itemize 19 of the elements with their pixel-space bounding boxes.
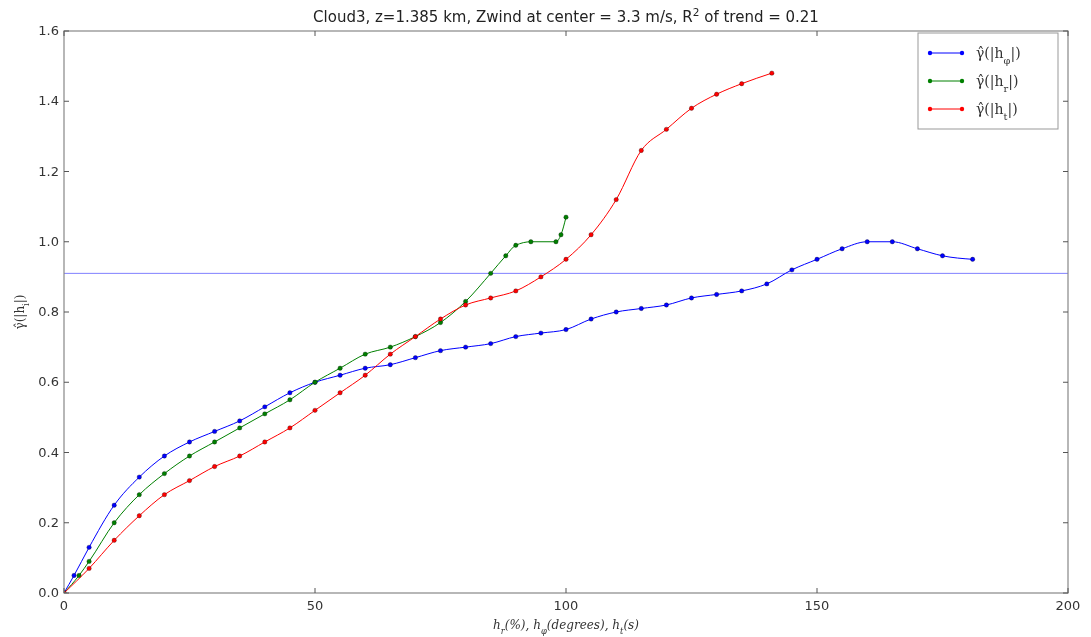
legend-label: γ̂(|h$_{t}$|)	[976, 101, 1018, 122]
y-tick-label: 0.2	[38, 514, 59, 530]
y-tick-label: 1.0	[38, 233, 59, 249]
y-tick-label: 0.0	[38, 585, 59, 600]
y-tick-label: 0.6	[38, 374, 59, 390]
x-tick-label: 100	[553, 598, 579, 613]
y-tick-label: 0.4	[38, 444, 59, 460]
legend-label: γ̂(|h$_{r}$|)	[976, 73, 1019, 94]
x-tick-label: 200	[1055, 598, 1081, 613]
chart-title: Cloud3, z=1.385 km, Zwind at center = 3.3 m/s, R$^{2}$ of trend = 0.21	[313, 6, 819, 26]
y-tick-label: 1.2	[38, 163, 59, 179]
legend-label: γ̂(|h$_{φ}$|)	[976, 45, 1021, 66]
x-tick-label: 150	[804, 598, 830, 613]
y-tick-label: 0.8	[38, 304, 59, 319]
x-tick-label: 50	[306, 598, 324, 613]
x-axis-title: h$_{r}$(%), h$_{φ}$(degrees), h$_{t}$(s)	[493, 618, 640, 636]
x-tick-label: 0	[59, 598, 69, 613]
y-tick-label: 1.6	[38, 23, 59, 38]
y-tick-label: 1.4	[38, 93, 59, 109]
